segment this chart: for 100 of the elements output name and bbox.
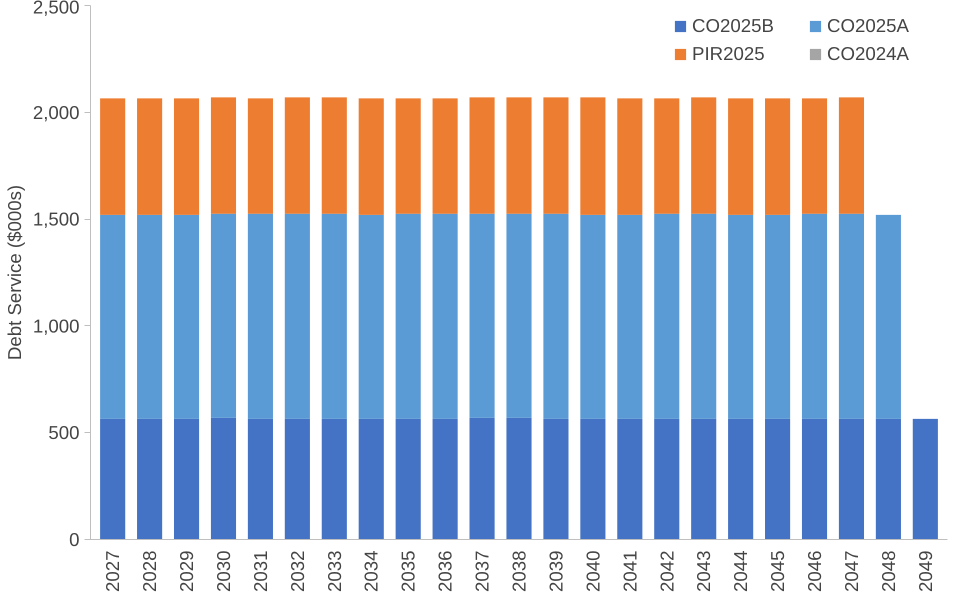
- bar: [691, 418, 716, 540]
- bar: [876, 214, 901, 419]
- bar: [543, 214, 568, 419]
- bar: [728, 214, 754, 419]
- bar: [470, 418, 495, 540]
- x-tick-label: 2036: [434, 550, 456, 592]
- bar: [358, 418, 384, 540]
- bar: [174, 98, 200, 215]
- bar: [284, 97, 310, 214]
- bar: [358, 214, 384, 419]
- bar: [322, 418, 347, 540]
- bar: [838, 97, 864, 214]
- x-tick-label: 2045: [767, 550, 788, 592]
- bar: [543, 97, 568, 214]
- bar: [912, 418, 938, 540]
- bar: [100, 418, 126, 540]
- bar: [248, 418, 273, 540]
- bar: [248, 98, 273, 214]
- y-tick-label: 2,000: [32, 102, 80, 123]
- bar: [137, 418, 162, 540]
- bar: [802, 418, 828, 540]
- bar: [654, 98, 680, 214]
- x-tick-label: 2042: [656, 550, 678, 592]
- bar: [802, 214, 828, 419]
- y-tick-label: 500: [48, 422, 80, 444]
- bar: [765, 98, 790, 215]
- bar: [396, 98, 421, 214]
- bar: [691, 97, 716, 214]
- bar: [765, 214, 790, 419]
- bar: [617, 214, 642, 419]
- bar: [728, 98, 754, 215]
- x-tick-label: 2048: [878, 550, 899, 592]
- x-tick-label: 2030: [212, 550, 234, 592]
- bar: [284, 418, 310, 540]
- bar: [765, 418, 790, 540]
- x-tick-label: 2039: [545, 550, 566, 592]
- bar: [396, 418, 421, 540]
- bar: [322, 214, 347, 419]
- bar: [322, 97, 347, 214]
- bar: [174, 418, 200, 540]
- bar: [210, 214, 236, 418]
- bar: [543, 418, 568, 540]
- x-tick-label: 2038: [508, 550, 530, 592]
- bar: [100, 214, 126, 419]
- bar: [174, 214, 200, 419]
- bar: [838, 214, 864, 419]
- y-tick-label: 2,500: [32, 0, 80, 18]
- bar: [137, 98, 162, 215]
- bar: [432, 214, 458, 419]
- bar: [470, 97, 495, 214]
- x-tick-label: 2034: [360, 550, 382, 592]
- x-tick-label: 2041: [619, 550, 640, 592]
- y-tick-label: 0: [69, 529, 80, 550]
- bar: [100, 98, 126, 215]
- bar: [691, 214, 716, 419]
- x-tick-label: 2049: [914, 550, 936, 592]
- legend-label: CO2025A: [827, 15, 910, 37]
- legend-label: PIR2025: [692, 43, 766, 65]
- x-tick-label: 2027: [102, 550, 124, 592]
- x-tick-label: 2031: [250, 550, 271, 592]
- x-tick-label: 2044: [730, 550, 752, 592]
- x-tick-label: 2029: [176, 550, 198, 592]
- bar: [654, 418, 680, 540]
- x-tick-label: 2028: [139, 550, 160, 592]
- bar: [470, 214, 495, 418]
- y-axis-title: Debt Service ($000s): [4, 184, 25, 360]
- bar: [506, 214, 532, 418]
- bar: [728, 418, 754, 540]
- bar: [580, 214, 606, 419]
- bar: [580, 97, 606, 215]
- x-tick-label: 2043: [693, 550, 714, 592]
- x-tick-label: 2035: [398, 550, 419, 592]
- legend-label: CO2024A: [827, 43, 910, 65]
- x-tick-label: 2047: [840, 550, 862, 592]
- bar: [284, 214, 310, 419]
- bar: [358, 98, 384, 215]
- x-tick-label: 2037: [472, 550, 493, 592]
- bar: [838, 418, 864, 540]
- x-tick-label: 2033: [324, 550, 345, 592]
- legend-label: CO2025B: [692, 15, 775, 37]
- bar: [210, 418, 236, 540]
- bar: [617, 418, 642, 540]
- bar: [506, 97, 532, 214]
- bar: [654, 214, 680, 419]
- bar: [876, 418, 901, 540]
- bar: [617, 98, 642, 215]
- bar: [137, 214, 162, 419]
- x-tick-label: 2032: [286, 550, 308, 592]
- x-tick-label: 2040: [582, 550, 604, 592]
- bar: [432, 418, 458, 540]
- bar: [580, 418, 606, 540]
- bar: [506, 418, 532, 540]
- y-tick-label: 1,000: [32, 315, 80, 336]
- bar: [432, 98, 458, 214]
- x-tick-label: 2046: [804, 550, 826, 592]
- bar: [396, 214, 421, 419]
- bar: [210, 97, 236, 214]
- bar: [802, 98, 828, 214]
- bar: [248, 214, 273, 419]
- y-tick-label: 1,500: [32, 208, 80, 230]
